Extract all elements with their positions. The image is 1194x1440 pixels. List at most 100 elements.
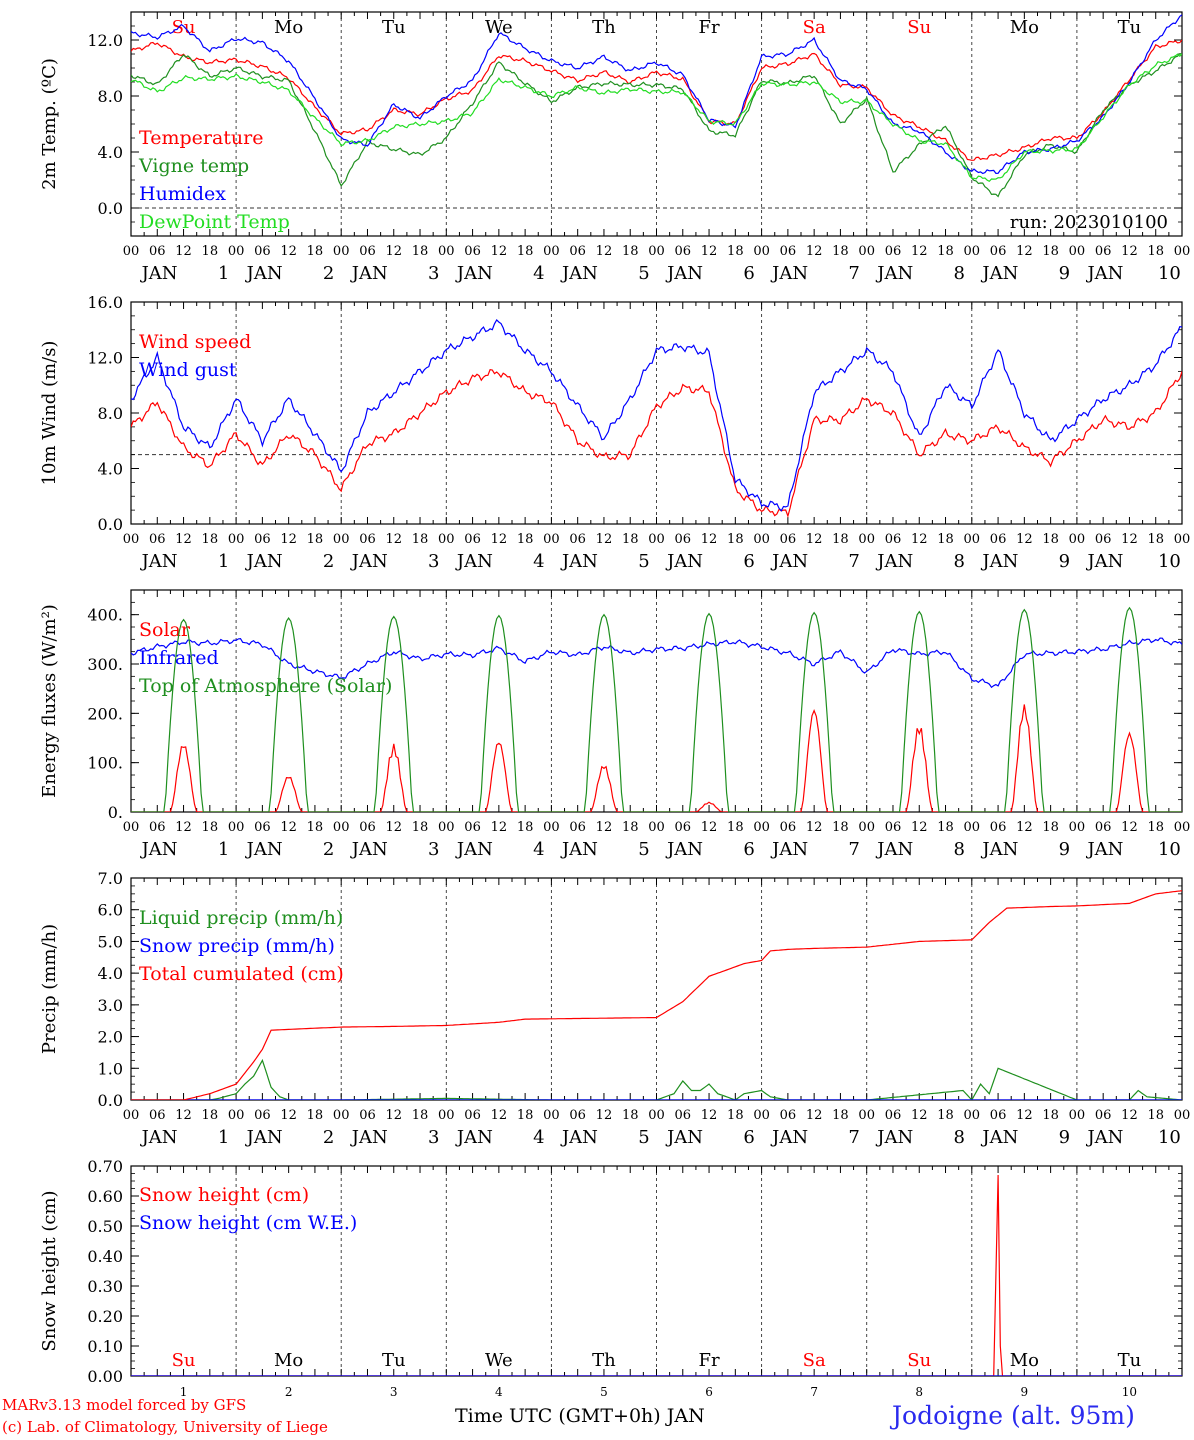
hour-tick-label: 00 xyxy=(543,820,560,835)
day-label: 10 xyxy=(1158,263,1181,284)
hour-tick-label: 12 xyxy=(911,244,928,259)
hour-tick-label: 00 xyxy=(438,244,455,259)
day-label: 1 xyxy=(218,551,229,572)
y-tick-label: 5.0 xyxy=(98,932,123,951)
hour-tick-label: 00 xyxy=(228,1108,245,1123)
month-label: JAN xyxy=(350,839,388,860)
day-label: 2 xyxy=(323,1127,334,1148)
day-number-label: 7 xyxy=(810,1385,818,1399)
legend-entry: Vigne temp xyxy=(138,155,249,177)
day-label: 6 xyxy=(743,263,754,284)
hour-tick-label: 12 xyxy=(1016,244,1033,259)
lab-credit: (c) Lab. of Climatology, University of L… xyxy=(2,1418,328,1436)
weekday-label: Tu xyxy=(382,1350,406,1371)
hour-tick-label: 00 xyxy=(1069,1108,1086,1123)
hour-tick-label: 12 xyxy=(911,820,928,835)
run-label: run: 2023010100 xyxy=(1010,212,1168,233)
hour-tick-label: 06 xyxy=(149,532,166,547)
hour-tick-label: 06 xyxy=(149,1108,166,1123)
legend-entry: Temperature xyxy=(139,127,263,149)
hour-tick-label: 00 xyxy=(858,244,875,259)
weekday-label: Th xyxy=(592,17,616,38)
hour-tick-label: 06 xyxy=(464,532,481,547)
hour-tick-label: 12 xyxy=(1016,1108,1033,1123)
hour-tick-label: 12 xyxy=(806,532,823,547)
hour-tick-label: 12 xyxy=(911,532,928,547)
hour-tick-label: 12 xyxy=(1121,244,1138,259)
month-label: JAN xyxy=(665,263,703,284)
day-number-label: 6 xyxy=(705,1385,713,1399)
hour-tick-label: 06 xyxy=(885,532,902,547)
day-number-label: 9 xyxy=(1021,1385,1029,1399)
hour-tick-label: 18 xyxy=(622,820,639,835)
hour-tick-label: 06 xyxy=(254,820,271,835)
y-axis-title: 10m Wind (m/s) xyxy=(39,341,60,486)
series-line-total-cumulated-cm xyxy=(131,890,1182,1100)
hour-tick-label: 06 xyxy=(990,244,1007,259)
y-tick-label: 12.0 xyxy=(87,349,123,368)
series-line-wind-speed xyxy=(131,369,1182,518)
weekday-label: Su xyxy=(172,1350,196,1371)
y-tick-label: 4.0 xyxy=(98,964,123,983)
hour-tick-label: 00 xyxy=(1174,1108,1191,1123)
hour-tick-label: 12 xyxy=(806,820,823,835)
legend-entry: Snow precip (mm/h) xyxy=(139,935,335,957)
day-number-label: 3 xyxy=(390,1385,398,1399)
hour-tick-label: 06 xyxy=(990,1108,1007,1123)
series-line-wind-gust xyxy=(131,319,1182,512)
y-tick-label: 0.0 xyxy=(98,515,123,534)
hour-tick-label: 18 xyxy=(517,820,534,835)
hour-tick-label: 06 xyxy=(990,820,1007,835)
hour-tick-label: 12 xyxy=(806,1108,823,1123)
day-label: 5 xyxy=(638,839,649,860)
hour-tick-label: 06 xyxy=(569,532,586,547)
day-label: 6 xyxy=(743,551,754,572)
day-label: 2 xyxy=(323,263,334,284)
y-axis-title: Snow height (cm) xyxy=(39,1190,60,1351)
hour-tick-label: 06 xyxy=(780,1108,797,1123)
month-label: JAN xyxy=(560,839,598,860)
hour-tick-label: 12 xyxy=(175,1108,192,1123)
hour-tick-label: 00 xyxy=(438,820,455,835)
hour-tick-label: 06 xyxy=(464,1108,481,1123)
station-name: Jodoigne (alt. 95m) xyxy=(892,1401,1135,1430)
series-line-top-of-atmosphere-solar xyxy=(131,606,1182,812)
month-label: JAN xyxy=(245,1127,283,1148)
y-tick-label: 0.0 xyxy=(98,1091,123,1110)
hour-tick-label: 06 xyxy=(1095,820,1112,835)
month-label: JAN xyxy=(665,839,703,860)
hour-tick-label: 00 xyxy=(1069,532,1086,547)
hour-tick-label: 18 xyxy=(202,532,219,547)
hour-tick-label: 00 xyxy=(1174,532,1191,547)
day-label: 7 xyxy=(848,839,859,860)
weekday-label: Fr xyxy=(699,1350,720,1371)
hour-tick-label: 18 xyxy=(1147,820,1164,835)
month-label: JAN xyxy=(560,263,598,284)
day-label: 9 xyxy=(1059,839,1070,860)
model-credit: MARv3.13 model forced by GFS xyxy=(2,1396,247,1414)
hour-tick-label: 18 xyxy=(517,532,534,547)
month-label: JAN xyxy=(350,263,388,284)
month-label: JAN xyxy=(770,839,808,860)
plot-frame xyxy=(130,11,1183,237)
hour-tick-label: 06 xyxy=(1095,532,1112,547)
hour-tick-label: 06 xyxy=(675,820,692,835)
month-label: JAN xyxy=(875,1127,913,1148)
hour-tick-label: 00 xyxy=(964,820,981,835)
month-label: JAN xyxy=(980,1127,1018,1148)
legend-entry: Top of Atmosphere (Solar) xyxy=(139,675,392,697)
hour-tick-label: 18 xyxy=(412,532,429,547)
weekday-label: Mo xyxy=(1010,17,1039,38)
hour-tick-label: 18 xyxy=(832,820,849,835)
hour-tick-label: 06 xyxy=(885,820,902,835)
day-label: 5 xyxy=(638,263,649,284)
hour-tick-label: 18 xyxy=(937,532,954,547)
hour-tick-label: 18 xyxy=(307,532,324,547)
hour-tick-label: 12 xyxy=(701,1108,718,1123)
hour-tick-label: 18 xyxy=(622,244,639,259)
day-number-label: 2 xyxy=(285,1385,293,1399)
day-label: 4 xyxy=(533,551,544,572)
hour-tick-label: 18 xyxy=(412,820,429,835)
panel-5: 0.00 0.10 0.20 0.30 0.40 0.50 0.60 0.70 Snow hei… xyxy=(39,1157,1183,1399)
